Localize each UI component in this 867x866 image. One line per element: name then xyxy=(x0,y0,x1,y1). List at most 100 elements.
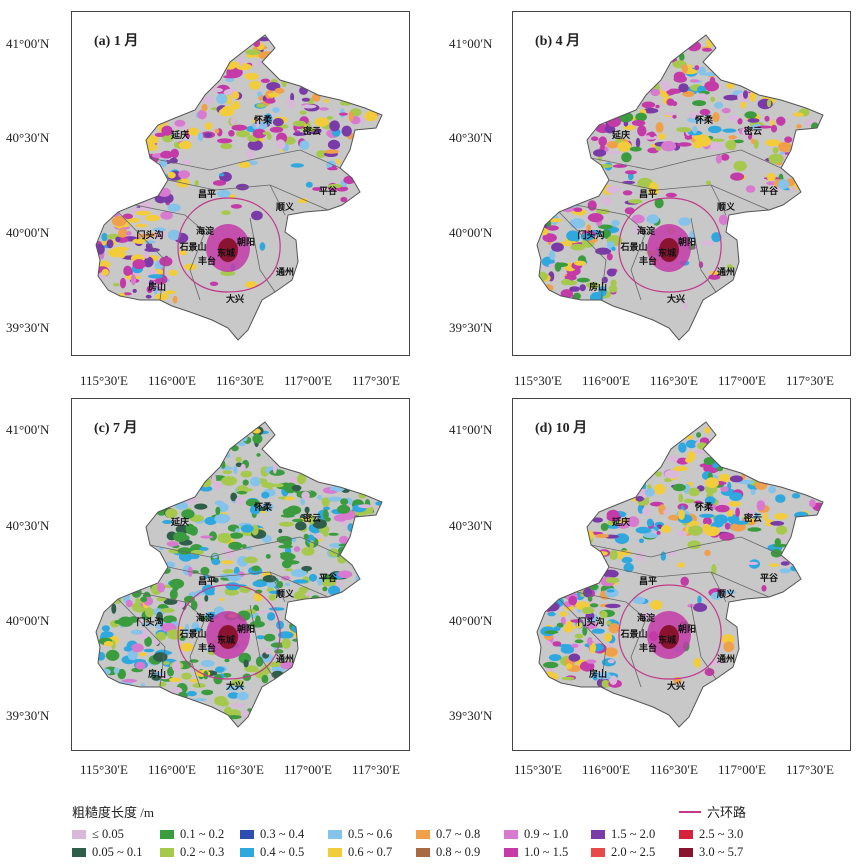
roughness-patch xyxy=(764,115,770,122)
roughness-patch xyxy=(561,676,575,681)
sixth-ring-road xyxy=(618,584,722,680)
roughness-patch xyxy=(250,476,261,487)
roughness-patch xyxy=(730,522,747,532)
roughness-patch xyxy=(606,253,613,261)
roughness-patch xyxy=(111,216,127,227)
roughness-patch xyxy=(272,118,284,127)
roughness-patch xyxy=(689,79,700,83)
roughness-patch xyxy=(245,49,261,56)
roughness-patch xyxy=(718,214,729,226)
roughness-patch xyxy=(135,598,141,603)
roughness-patch xyxy=(592,517,603,523)
beijing-boundary xyxy=(95,34,383,341)
legend-label: 0.3 ~ 0.4 xyxy=(260,827,305,841)
roughness-patch xyxy=(746,561,759,565)
roughness-patch xyxy=(655,104,660,109)
roughness-patch xyxy=(624,207,635,215)
roughness-patch xyxy=(126,231,132,236)
roughness-patch xyxy=(189,678,200,683)
roughness-patch xyxy=(261,491,270,499)
roughness-patch xyxy=(199,616,208,621)
roughness-patch xyxy=(560,289,573,299)
roughness-patch xyxy=(579,284,586,292)
place-name: 石景山 xyxy=(619,241,647,253)
roughness-patch xyxy=(708,660,723,666)
roughness-patch xyxy=(160,211,173,220)
roughness-patch xyxy=(718,473,731,483)
place-name: 平谷 xyxy=(760,572,779,584)
roughness-patch xyxy=(774,513,788,520)
place-name: 平谷 xyxy=(760,185,779,197)
legend-swatch xyxy=(240,848,254,857)
roughness-patch xyxy=(677,142,692,147)
lon-label: 117°30′E xyxy=(786,762,835,777)
place-name: 东城 xyxy=(217,634,235,646)
roughness-patch xyxy=(606,150,621,155)
lon-label: 115°30′E xyxy=(80,373,129,388)
roughness-patch xyxy=(647,484,652,489)
lat-label: 39°30′N xyxy=(6,320,50,335)
place-name: 海淀 xyxy=(196,612,215,624)
roughness-patch xyxy=(548,654,562,662)
roughness-patches xyxy=(537,38,819,311)
roughness-patch xyxy=(644,487,655,497)
roughness-patch xyxy=(621,152,632,163)
roughness-patch xyxy=(122,213,133,220)
roughness-patch xyxy=(295,521,307,531)
roughness-patch xyxy=(693,657,701,668)
roughness-patch xyxy=(663,112,677,116)
roughness-patch xyxy=(704,81,719,92)
roughness-patch xyxy=(169,589,178,600)
roughness-patch xyxy=(592,671,599,681)
roughness-patch xyxy=(291,569,307,578)
roughness-patch xyxy=(609,549,618,561)
roughness-patch xyxy=(720,486,729,492)
lon-label: 116°00′E xyxy=(148,373,197,388)
lat-label: 40°30′N xyxy=(449,130,493,145)
place-name: 海淀 xyxy=(637,225,656,237)
lat-label: 41°00′N xyxy=(6,36,50,51)
roughness-patch xyxy=(237,441,247,447)
roughness-patch xyxy=(189,526,198,536)
roughness-patch xyxy=(258,51,275,60)
roughness-patch xyxy=(251,210,263,221)
roughness-patch xyxy=(178,552,193,562)
roughness-patch xyxy=(340,196,348,203)
roughness-patch xyxy=(256,453,261,457)
roughness-patch xyxy=(621,556,633,564)
roughness-patch xyxy=(96,651,106,661)
lon-label: 115°30′E xyxy=(80,762,129,777)
lat-label: 40°00′N xyxy=(449,225,493,240)
roughness-patch xyxy=(304,506,310,514)
roughness-patch xyxy=(269,126,284,133)
roughness-patch xyxy=(617,141,632,152)
place-name: 怀柔 xyxy=(254,114,273,126)
roughness-patch xyxy=(769,563,779,568)
roughness-patch xyxy=(770,124,778,133)
roughness-patch xyxy=(560,645,575,654)
roughness-patch xyxy=(204,132,213,138)
roughness-patch xyxy=(159,256,173,267)
roughness-patch xyxy=(779,568,792,574)
legend-swatch xyxy=(591,830,605,839)
place-name: 通州 xyxy=(717,653,735,665)
district-boundary xyxy=(608,566,770,598)
district-boundary xyxy=(117,598,166,688)
roughness-patch xyxy=(678,442,687,453)
roughness-patch xyxy=(726,264,734,270)
roughness-patch xyxy=(236,63,252,71)
roughness-patch xyxy=(101,625,110,632)
lon-label: 117°00′E xyxy=(284,373,333,388)
roughness-patch xyxy=(672,114,677,119)
roughness-patch xyxy=(251,565,261,572)
roughness-patch xyxy=(699,108,711,116)
roughness-patch xyxy=(721,107,731,114)
roughness-patch xyxy=(181,509,195,519)
roughness-patch xyxy=(327,183,343,189)
roughness-patch xyxy=(193,698,207,702)
roughness-patch xyxy=(761,585,767,592)
roughness-patch xyxy=(723,641,735,653)
roughness-patch xyxy=(269,469,285,476)
legend-item: 0.2 ~ 0.3 xyxy=(160,845,224,860)
